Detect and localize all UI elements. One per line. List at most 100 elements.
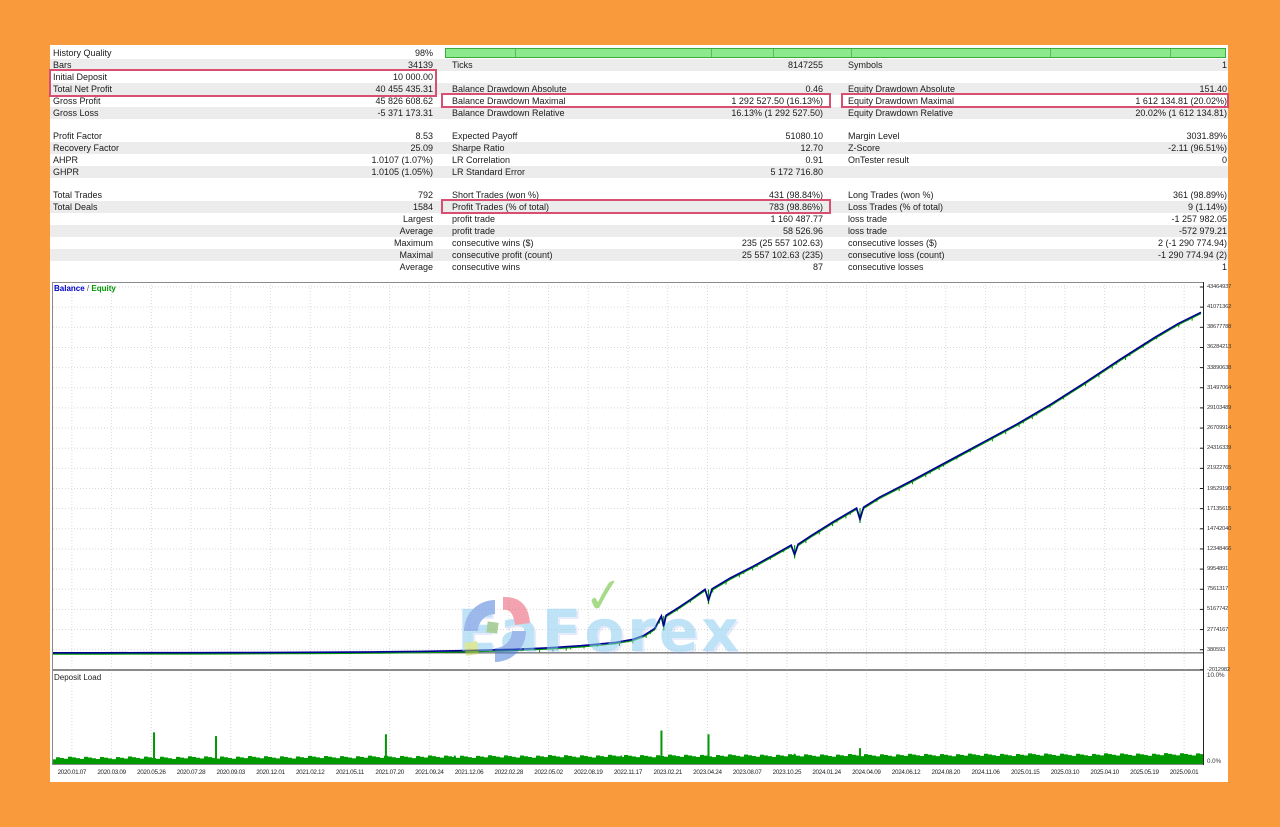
stat-label: Balance Drawdown Maximal [452, 96, 566, 106]
stat-label: Recovery Factor [53, 143, 120, 153]
stat-value: 5 172 716.80 [770, 167, 823, 177]
stat-value: 3031.89% [1186, 131, 1227, 141]
stat-value: 25 557 102.63 (235) [741, 250, 823, 260]
stat-label: LR Correlation [452, 155, 511, 165]
stat-row: History Quality 98% [50, 47, 1228, 59]
x-axis-tick: 2023.04.24 [693, 769, 722, 776]
stat-label: Sharpe Ratio [452, 143, 505, 153]
stat-value: 1 [1221, 60, 1227, 70]
stat-value: 783 (98.86%) [768, 202, 823, 212]
stat-row: Gross Profit 45 826 608.62 Balance Drawdow… [50, 95, 1228, 107]
stat-label: consecutive wins [452, 262, 521, 272]
y-axis-tick: 31497064 [1207, 384, 1232, 391]
x-axis-tick: 2020.12.01 [256, 769, 285, 776]
stat-value: 16.13% (1 292 527.50) [731, 108, 823, 118]
deposit-load-label: Deposit Load [54, 673, 102, 682]
y-axis-tick: -2012982 [1207, 666, 1230, 673]
stat-value: 34139 [407, 60, 433, 70]
y-axis-tick: 36284213 [1207, 344, 1232, 351]
stat-row: Average consecutive wins 87 consecutive los… [50, 261, 1228, 273]
x-axis-tick: 2024.01.24 [812, 769, 841, 776]
y-axis-tick: 19529190 [1207, 485, 1232, 492]
x-axis-tick: 2023.10.25 [772, 769, 802, 776]
stat-value: Average [399, 262, 433, 272]
stat-label: Z-Score [848, 143, 881, 153]
progress-segment [773, 49, 775, 57]
stat-value: 20.02% (1 612 134.81) [1135, 108, 1227, 118]
y-axis-tick: 9954891 [1207, 566, 1229, 573]
progress-segment [1170, 49, 1172, 57]
legend-separator: / [86, 284, 92, 293]
stat-label: consecutive loss (count) [848, 250, 945, 260]
x-axis-tick: 2021.02.12 [295, 769, 325, 776]
stat-row: Total Net Profit 40 455 435.31 Balance Dra… [50, 83, 1228, 95]
y-axis-tick: 17135615 [1207, 505, 1232, 512]
stat-value: 1 [1221, 262, 1227, 272]
stat-row: Total Deals 1584 Profit Trades (% of total… [50, 201, 1228, 213]
stat-row: Total Trades 792 Short Trades (won %) 431 (… [50, 189, 1228, 201]
deposit-load-chart [52, 670, 1204, 765]
stat-label: profit trade [452, 214, 496, 224]
report-panel: History Quality 98% Bars 34139 Ticks 8147255 S… [49, 45, 1232, 782]
y-axis-tick: 380593 [1207, 646, 1226, 653]
stat-label: consecutive profit (count) [452, 250, 553, 260]
stat-value: 87 [812, 262, 823, 272]
chart-legend: Balance / Equity [54, 284, 116, 293]
x-axis-tick: 2022.11.17 [613, 769, 643, 776]
x-axis-tick: 2024.04.09 [852, 769, 881, 776]
stat-value: 0.91 [805, 155, 823, 165]
y-axis-tick: 7561317 [1207, 586, 1229, 593]
stat-value: 40 455 435.31 [375, 84, 433, 94]
stat-value: -572 979.21 [1178, 226, 1227, 236]
y-axis-tick: 21922765 [1207, 465, 1232, 472]
progress-segment [514, 49, 516, 57]
stat-label: Profit Trades (% of total) [452, 202, 550, 212]
x-axis-tick: 2020.03.09 [97, 769, 126, 776]
stat-label: profit trade [452, 226, 496, 236]
stat-value: 0 [1221, 155, 1227, 165]
stat-value: 8.53 [415, 131, 433, 141]
x-axis-tick: 2023.02.21 [653, 769, 682, 776]
stat-value: 1584 [412, 202, 433, 212]
deposit-load-max-label: 10.0% [1207, 672, 1225, 679]
stat-value: Maximal [399, 250, 433, 260]
stat-label: Equity Drawdown Relative [848, 108, 954, 118]
x-axis-tick: 2024.06.12 [891, 769, 921, 776]
stat-value: 25.09 [410, 143, 433, 153]
stat-label: Ticks [452, 60, 473, 70]
stat-value: Average [399, 226, 433, 236]
y-axis-tick: 5167742 [1207, 606, 1229, 613]
stat-label: Total Deals [53, 202, 98, 212]
stat-label: Total Trades [53, 190, 103, 200]
x-axis-tick: 2025.05.19 [1130, 769, 1159, 776]
stat-label: loss trade [848, 214, 888, 224]
stat-row: Profit Factor 8.53 Expected Payoff 51080.10… [50, 130, 1228, 142]
stat-label: Total Net Profit [53, 84, 113, 94]
stat-value: -1 290 774.94 (2) [1157, 250, 1227, 260]
stat-value: 58 526.96 [782, 226, 823, 236]
stat-label: Balance Drawdown Absolute [452, 84, 567, 94]
stat-value: 1.0107 (1.07%) [371, 155, 433, 165]
stat-value: 9 (1.14%) [1187, 202, 1227, 212]
stat-value: Largest [402, 214, 433, 224]
stat-label: loss trade [848, 226, 888, 236]
y-axis-tick: 29103489 [1207, 404, 1232, 411]
x-axis-tick: 2025.01.15 [1010, 769, 1040, 776]
x-axis-tick: 2020.05.26 [137, 769, 166, 776]
stat-value: 235 (25 557 102.63) [741, 238, 823, 248]
x-axis-tick: 2022.08.19 [574, 769, 603, 776]
stat-value: 151.40 [1199, 84, 1227, 94]
y-axis-tick: 14742040 [1207, 525, 1232, 532]
stat-value: 0.46 [805, 84, 823, 94]
stat-value: 431 (98.84%) [768, 190, 823, 200]
x-axis-tick: 2021.12.06 [454, 769, 484, 776]
x-axis-tick: 2020.07.28 [176, 769, 206, 776]
y-axis-tick: 41071362 [1207, 304, 1232, 311]
stat-label: Gross Profit [53, 96, 101, 106]
stat-value: 51080.10 [785, 131, 823, 141]
test-progress-bar [445, 48, 1226, 58]
stat-value: 1 160 487.77 [770, 214, 823, 224]
x-axis-tick: 2024.11.06 [971, 769, 1000, 776]
stat-value: 12.70 [800, 143, 823, 153]
legend-equity-label: Equity [91, 284, 116, 293]
